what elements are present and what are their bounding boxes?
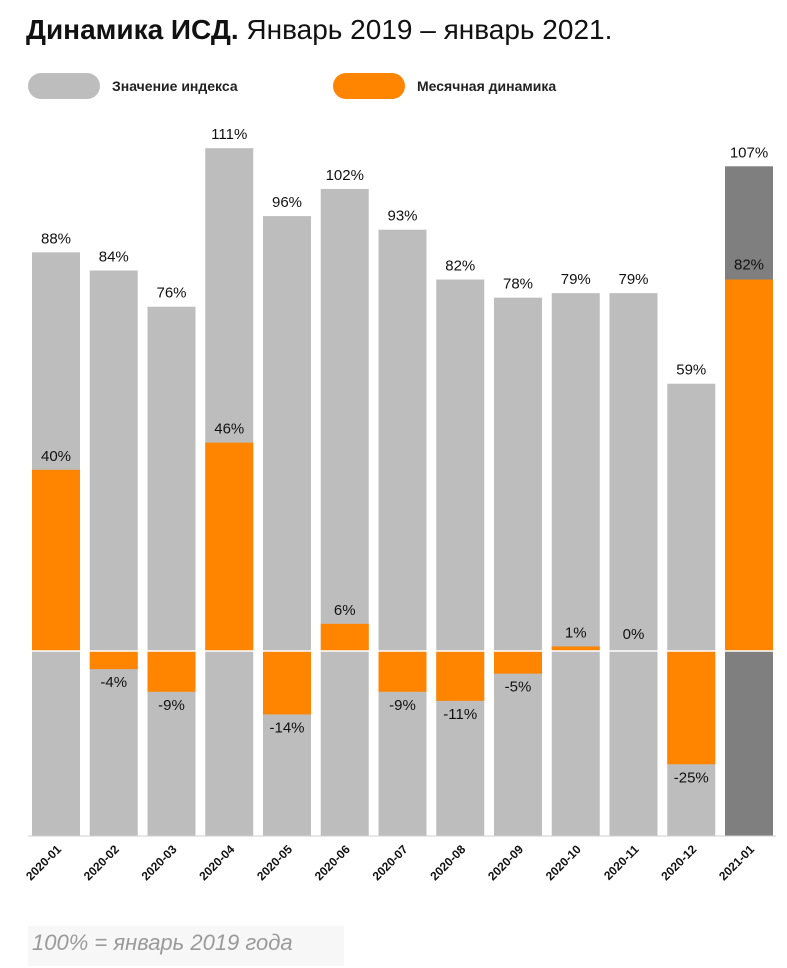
index-bar	[378, 229, 427, 836]
index-value-label: 93%	[387, 208, 417, 225]
index-bar	[320, 188, 369, 836]
legend-label-index: Значение индекса	[112, 78, 238, 94]
dynamics-value-label: -9%	[158, 697, 185, 714]
dynamics-value-label: 82%	[734, 257, 764, 274]
x-tick-label: 2020-07	[370, 842, 411, 883]
index-value-label: 88%	[41, 230, 71, 247]
x-tick-label: 2020-09	[485, 842, 526, 883]
index-value-label: 84%	[99, 248, 129, 265]
index-value-label: 82%	[445, 258, 475, 275]
bar-chart: 88% 40% 2020-01 84% -4% 2020-02 76% -9% 2020-03 1…	[23, 126, 776, 883]
legend-swatch-monthly	[333, 73, 405, 99]
index-bar	[609, 293, 658, 836]
dynamics-value-label: 1%	[565, 624, 587, 641]
dynamics-bar	[378, 651, 427, 692]
index-bar	[263, 216, 311, 836]
x-tick-label: 2020-03	[139, 842, 180, 883]
dynamics-bar	[147, 651, 196, 692]
dynamics-value-label: 6%	[334, 602, 356, 619]
x-tick-label: 2020-04	[196, 842, 237, 883]
dynamics-bar	[551, 646, 600, 651]
x-tick-label: 2020-05	[254, 842, 295, 883]
index-value-label: 59%	[676, 362, 706, 379]
dynamics-value-label: 46%	[214, 421, 244, 438]
x-tick-label: 2021-01	[716, 842, 757, 883]
index-bar	[89, 270, 138, 837]
index-bar	[436, 279, 485, 836]
footnote-text: 100% = январь 2019 года	[32, 930, 293, 955]
index-value-label: 111%	[211, 126, 247, 143]
index-bar	[147, 306, 196, 837]
title-bold: Динамика ИСД.	[26, 14, 239, 45]
x-tick-label: 2020-11	[601, 842, 642, 883]
dynamics-bar	[89, 651, 138, 670]
dynamics-bar	[494, 651, 542, 674]
index-value-label: 78%	[503, 276, 533, 293]
dynamics-value-label: -5%	[505, 679, 532, 696]
legend-label-monthly: Месячная динамика	[417, 78, 557, 94]
dynamics-value-label: -4%	[100, 674, 127, 691]
chart-title: Динамика ИСД. Январь 2019 – январь 2021.	[26, 14, 612, 46]
dynamics-value-label: 0%	[623, 626, 645, 643]
index-bar	[667, 383, 716, 836]
x-tick-label: 2020-08	[427, 842, 468, 883]
footnote-box: 100% = январь 2019 года	[28, 926, 344, 966]
dynamics-bar	[667, 651, 716, 765]
x-tick-label: 2020-02	[81, 842, 122, 883]
dynamics-bar	[436, 651, 485, 701]
index-value-label: 76%	[156, 285, 186, 302]
legend-swatch-index	[28, 73, 100, 99]
dynamics-value-label: -9%	[389, 697, 416, 714]
dynamics-value-label: -25%	[674, 769, 709, 786]
dynamics-bar	[725, 279, 773, 651]
index-value-label: 107%	[730, 144, 768, 161]
index-value-label: 79%	[561, 271, 591, 288]
index-bar	[551, 293, 600, 836]
index-value-label: 102%	[326, 167, 364, 184]
dynamics-bar	[32, 469, 80, 651]
dynamics-bar	[263, 651, 311, 715]
x-tick-label: 2020-01	[23, 842, 64, 883]
dynamics-value-label: 40%	[41, 448, 71, 465]
x-tick-label: 2020-06	[312, 842, 353, 883]
dynamics-value-label: -14%	[269, 719, 304, 736]
index-value-label: 96%	[272, 194, 302, 211]
legend-item-monthly: Месячная динамика	[333, 72, 556, 100]
x-tick-label: 2020-10	[543, 842, 584, 883]
dynamics-value-label: -11%	[443, 706, 477, 723]
legend-item-index: Значение индекса	[28, 72, 238, 100]
index-bar	[494, 297, 542, 836]
x-tick-label: 2020-12	[658, 842, 699, 883]
title-subtitle: Январь 2019 – январь 2021.	[246, 14, 613, 45]
index-value-label: 79%	[618, 271, 648, 288]
dynamics-bar	[205, 442, 254, 651]
dynamics-bar	[320, 623, 369, 651]
